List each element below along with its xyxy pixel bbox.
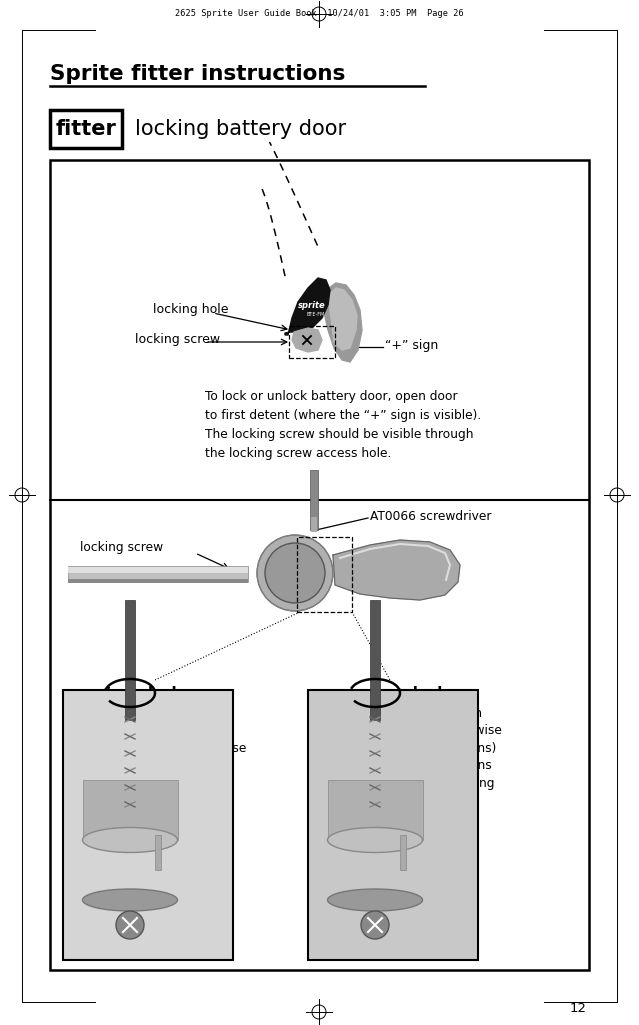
Polygon shape: [285, 278, 330, 335]
Polygon shape: [328, 288, 357, 350]
Ellipse shape: [328, 889, 422, 911]
Bar: [63, 690, 233, 960]
Bar: [297, 537, 352, 612]
Circle shape: [361, 911, 389, 939]
Text: locking screw: locking screw: [80, 541, 163, 555]
Bar: [310, 470, 318, 530]
Text: fitter: fitter: [56, 119, 116, 139]
Text: To lock or unlock battery door, open door
to first detent (where the “+” sign is: To lock or unlock battery door, open doo…: [205, 390, 481, 460]
Bar: [155, 835, 161, 870]
Bar: [400, 835, 406, 870]
FancyBboxPatch shape: [50, 110, 122, 148]
Circle shape: [116, 911, 144, 939]
Bar: [308, 690, 478, 960]
Text: AT0066 screwdriver: AT0066 screwdriver: [370, 509, 491, 523]
Polygon shape: [322, 283, 362, 362]
Text: BTE-FM: BTE-FM: [307, 313, 325, 318]
Bar: [83, 780, 178, 840]
Circle shape: [265, 543, 325, 603]
Bar: [68, 567, 248, 573]
Text: locking screw: locking screw: [135, 333, 220, 346]
Bar: [370, 600, 380, 720]
Bar: [68, 579, 248, 583]
Text: sprite: sprite: [298, 300, 326, 310]
Bar: [328, 780, 423, 840]
Text: To unlock, turn
counter-clockwise
(about 2-3 turns)
until door opens
without cat: To unlock, turn counter-clockwise (about…: [392, 707, 502, 790]
Text: Sprite fitter instructions: Sprite fitter instructions: [50, 64, 345, 84]
Text: locking hole: locking hole: [153, 303, 229, 317]
Bar: [289, 326, 335, 358]
Ellipse shape: [82, 889, 178, 911]
Circle shape: [257, 535, 333, 611]
Bar: [311, 517, 317, 532]
Ellipse shape: [328, 827, 422, 853]
Text: To lock, turn
the locking
screw clockwise
until it turns
no further: To lock, turn the locking screw clockwis…: [148, 707, 247, 790]
Text: unlock: unlock: [392, 686, 449, 700]
Polygon shape: [333, 540, 460, 600]
Text: “+” sign: “+” sign: [385, 338, 438, 352]
Bar: [125, 600, 135, 720]
Text: 12: 12: [570, 1001, 587, 1015]
Text: 2625 Sprite User Guide Book  10/24/01  3:05 PM  Page 26: 2625 Sprite User Guide Book 10/24/01 3:0…: [174, 9, 463, 18]
Polygon shape: [292, 328, 322, 352]
Ellipse shape: [82, 827, 178, 853]
Text: locking battery door: locking battery door: [135, 119, 346, 139]
Bar: [50, 160, 589, 970]
Bar: [68, 566, 248, 582]
Text: lock: lock: [148, 686, 183, 700]
